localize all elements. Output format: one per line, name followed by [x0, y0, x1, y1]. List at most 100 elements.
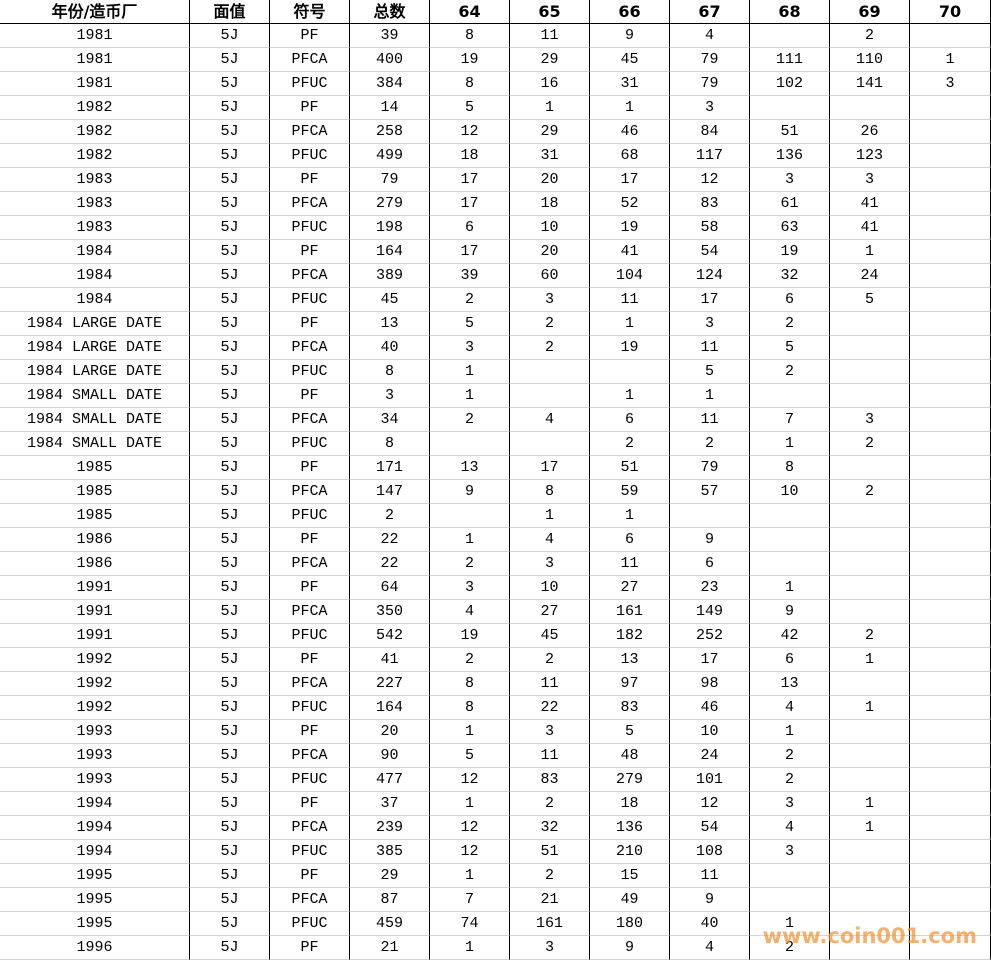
table-cell: PF	[270, 528, 350, 552]
table-cell: 1	[590, 96, 670, 120]
table-cell: PF	[270, 240, 350, 264]
table-cell: PFCA	[270, 192, 350, 216]
table-cell	[910, 24, 991, 48]
table-cell: 5J	[190, 912, 270, 936]
table-cell: 64	[350, 576, 430, 600]
table-cell: 5J	[190, 768, 270, 792]
table-cell: 11	[670, 336, 750, 360]
table-cell: 4	[510, 528, 590, 552]
table-cell: 198	[350, 216, 430, 240]
table-cell: 8	[430, 24, 510, 48]
table-cell: 1	[590, 504, 670, 528]
table-cell: 18	[510, 192, 590, 216]
table-cell: 110	[830, 48, 910, 72]
table-cell: 79	[670, 48, 750, 72]
table-cell: 8	[350, 360, 430, 384]
table-cell: 5J	[190, 360, 270, 384]
table-cell: 19	[430, 48, 510, 72]
table-cell: 101	[670, 768, 750, 792]
table-cell	[670, 504, 750, 528]
table-cell: 1991	[0, 600, 190, 624]
table-cell: 49	[590, 888, 670, 912]
table-cell: 21	[510, 888, 590, 912]
table-cell: 1	[830, 240, 910, 264]
table-cell	[910, 432, 991, 456]
table-cell	[910, 480, 991, 504]
table-cell: 149	[670, 600, 750, 624]
table-cell: 13	[350, 312, 430, 336]
table-cell: 54	[670, 240, 750, 264]
table-cell: 17	[590, 168, 670, 192]
table-cell: 13	[590, 648, 670, 672]
table-cell: 4	[750, 816, 830, 840]
table-cell: 17	[430, 192, 510, 216]
table-cell: 252	[670, 624, 750, 648]
table-cell: 239	[350, 816, 430, 840]
table-cell: 5J	[190, 504, 270, 528]
table-cell: 5J	[190, 240, 270, 264]
table-cell	[910, 216, 991, 240]
table-cell: PFUC	[270, 432, 350, 456]
table-cell: 17	[430, 240, 510, 264]
table-cell: 4	[750, 696, 830, 720]
table-cell: 1984 SMALL DATE	[0, 432, 190, 456]
table-cell: 459	[350, 912, 430, 936]
table-cell: 41	[590, 240, 670, 264]
table-cell: 5J	[190, 480, 270, 504]
table-cell: 1985	[0, 504, 190, 528]
table-cell: 3	[750, 168, 830, 192]
table-cell: 1	[590, 384, 670, 408]
table-cell: 5	[830, 288, 910, 312]
table-cell	[910, 144, 991, 168]
table-cell: 1986	[0, 528, 190, 552]
table-cell: 6	[590, 528, 670, 552]
table-cell: PF	[270, 720, 350, 744]
table-cell: 2	[430, 552, 510, 576]
table-cell: 87	[350, 888, 430, 912]
table-cell: 1984	[0, 264, 190, 288]
table-cell: 97	[590, 672, 670, 696]
table-cell: 3	[750, 792, 830, 816]
table-cell	[910, 600, 991, 624]
table-cell: 1	[830, 696, 910, 720]
table-cell: PFUC	[270, 696, 350, 720]
table-cell	[910, 360, 991, 384]
table-cell: 17	[510, 456, 590, 480]
table-cell: PFCA	[270, 816, 350, 840]
header-cell: 总数	[350, 0, 430, 24]
table-cell: 1984 LARGE DATE	[0, 360, 190, 384]
table-cell: 1	[430, 360, 510, 384]
table-cell	[910, 528, 991, 552]
table-cell: 3	[510, 288, 590, 312]
table-cell	[830, 600, 910, 624]
table-cell: 124	[670, 264, 750, 288]
table-cell: PF	[270, 864, 350, 888]
table-cell: 1	[430, 792, 510, 816]
table-cell: 164	[350, 696, 430, 720]
table-cell: 1	[510, 96, 590, 120]
table-cell: 5J	[190, 432, 270, 456]
table-cell: 5J	[190, 720, 270, 744]
table-cell: 4	[670, 936, 750, 960]
table-cell: 3	[670, 96, 750, 120]
table-cell: 3	[750, 840, 830, 864]
table-cell: 45	[510, 624, 590, 648]
table-cell: 164	[350, 240, 430, 264]
table-cell: 182	[590, 624, 670, 648]
table-cell: 5J	[190, 384, 270, 408]
table-cell	[910, 96, 991, 120]
table-cell: 3	[670, 312, 750, 336]
table-cell: 19	[430, 624, 510, 648]
table-cell: 2	[750, 360, 830, 384]
table-cell: 10	[750, 480, 830, 504]
header-cell: 64	[430, 0, 510, 24]
table-cell: 1	[430, 936, 510, 960]
table-cell: 389	[350, 264, 430, 288]
table-cell: 22	[350, 528, 430, 552]
table-cell	[510, 432, 590, 456]
table-cell: 5J	[190, 600, 270, 624]
table-cell: 3	[430, 336, 510, 360]
table-cell	[910, 696, 991, 720]
table-cell: PF	[270, 24, 350, 48]
